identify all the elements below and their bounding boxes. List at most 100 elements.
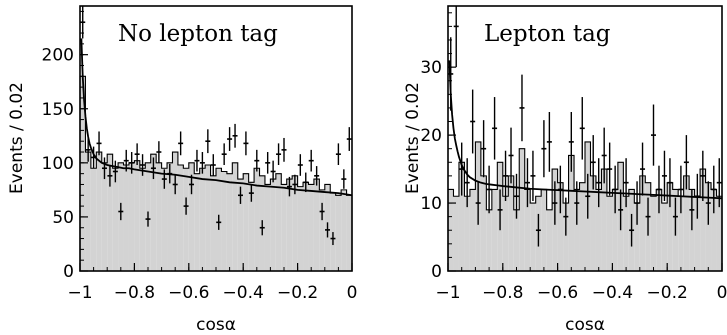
data-point — [612, 165, 618, 214]
data-point — [297, 154, 303, 176]
data-point — [178, 131, 184, 156]
y-tick-label: 50 — [52, 208, 74, 228]
panel-no-lepton-tag: −1 −0.8 −0.6 −0.4 −0.2 0 0 50 100 150 200 No lept… — [7, 5, 357, 335]
histogram-bar — [469, 189, 476, 271]
y-tick-label: 10 — [420, 194, 442, 214]
y-tick-label: 100 — [42, 154, 74, 174]
data-point — [107, 165, 113, 187]
data-point — [535, 213, 541, 247]
data-point — [470, 89, 476, 154]
data-point — [101, 157, 107, 180]
data-point — [232, 123, 238, 148]
histogram-bar — [524, 189, 531, 271]
histogram-bar — [623, 196, 629, 271]
data-point — [459, 142, 465, 196]
data-point — [248, 184, 254, 202]
data-point — [85, 137, 91, 162]
data-point — [672, 197, 678, 236]
data-point — [145, 211, 151, 227]
histogram-bar — [656, 189, 662, 271]
data-point — [497, 189, 503, 231]
histogram-outline — [447, 141, 723, 271]
data-point — [541, 120, 547, 178]
histogram-bar — [128, 162, 135, 271]
data-point — [683, 135, 689, 190]
data-point — [265, 152, 271, 174]
data-point — [237, 186, 243, 204]
histogram-bar — [453, 196, 459, 271]
data-point — [448, 37, 454, 111]
data-points — [448, 6, 722, 247]
data-point — [601, 127, 607, 184]
histogram-bar — [541, 189, 547, 271]
data-point — [129, 152, 135, 174]
histogram-bar — [172, 152, 178, 271]
x-tick-label: 0 — [717, 283, 727, 303]
data-point — [123, 149, 129, 172]
x-tick-label: 0 — [347, 283, 358, 303]
histogram-bar — [711, 189, 717, 271]
histogram-bar — [634, 203, 640, 271]
histogram-bar — [546, 209, 553, 271]
x-tick-label: −0.6 — [537, 283, 578, 303]
histogram-bar — [183, 168, 189, 271]
histogram-bar — [519, 148, 525, 271]
data-point — [552, 181, 558, 225]
data-point — [292, 174, 298, 195]
histogram-bar — [574, 189, 580, 271]
histogram-bar — [264, 184, 271, 271]
data-point — [645, 197, 651, 236]
data-point — [568, 112, 574, 172]
histogram-bar — [248, 182, 255, 271]
data-point — [530, 150, 536, 202]
data-point — [656, 165, 662, 214]
data-point — [618, 189, 624, 231]
data-point — [134, 143, 140, 165]
data-point — [303, 172, 309, 193]
data-point — [227, 127, 233, 151]
x-axis-title: cosα — [196, 315, 236, 335]
x-tick-label: −0.8 — [482, 283, 523, 303]
data-point — [464, 158, 470, 208]
data-point — [270, 160, 276, 183]
histogram-bar — [167, 162, 173, 271]
x-axis-ticks: −1 −0.8 −0.6 −0.4 −0.2 0 — [435, 263, 727, 303]
x-axis-ticks: −1 −0.8 −0.6 −0.4 −0.2 0 — [67, 263, 357, 303]
histogram-bar — [700, 169, 706, 271]
data-point — [335, 143, 341, 165]
data-point — [189, 174, 195, 195]
data-point — [199, 152, 205, 174]
histogram-bar — [237, 179, 244, 271]
histogram-bar — [286, 179, 293, 271]
panel-title: No lepton tag — [118, 21, 278, 47]
data-point — [259, 220, 265, 236]
data-point — [700, 150, 706, 202]
fit-curve — [448, 60, 723, 200]
histogram-bar — [716, 196, 722, 271]
data-point — [194, 149, 200, 172]
y-axis-ticks: 0 50 100 150 200 — [42, 10, 88, 282]
data-point — [150, 157, 156, 180]
histogram-bar — [661, 203, 668, 271]
histogram-bar — [270, 179, 276, 271]
histogram-bar — [667, 182, 673, 271]
data-point — [281, 137, 287, 162]
x-tick-label: −0.2 — [647, 283, 688, 303]
data-point — [319, 202, 325, 221]
data-point — [711, 165, 717, 214]
histogram-bar — [292, 175, 298, 271]
data-point — [172, 174, 178, 195]
histogram-bar — [601, 169, 607, 271]
y-tick-label: 0 — [63, 262, 74, 282]
data-point — [118, 202, 124, 221]
y-tick-label: 0 — [431, 262, 442, 282]
histogram-bar — [508, 175, 514, 271]
data-point — [579, 97, 585, 160]
histogram-bar — [275, 173, 282, 271]
data-point — [585, 173, 591, 219]
data-point — [308, 149, 314, 172]
histogram-bar — [139, 168, 146, 271]
y-axis-title: Events / 0.02 — [7, 82, 27, 194]
histogram-bar — [563, 203, 569, 271]
histogram-bar — [177, 165, 184, 271]
